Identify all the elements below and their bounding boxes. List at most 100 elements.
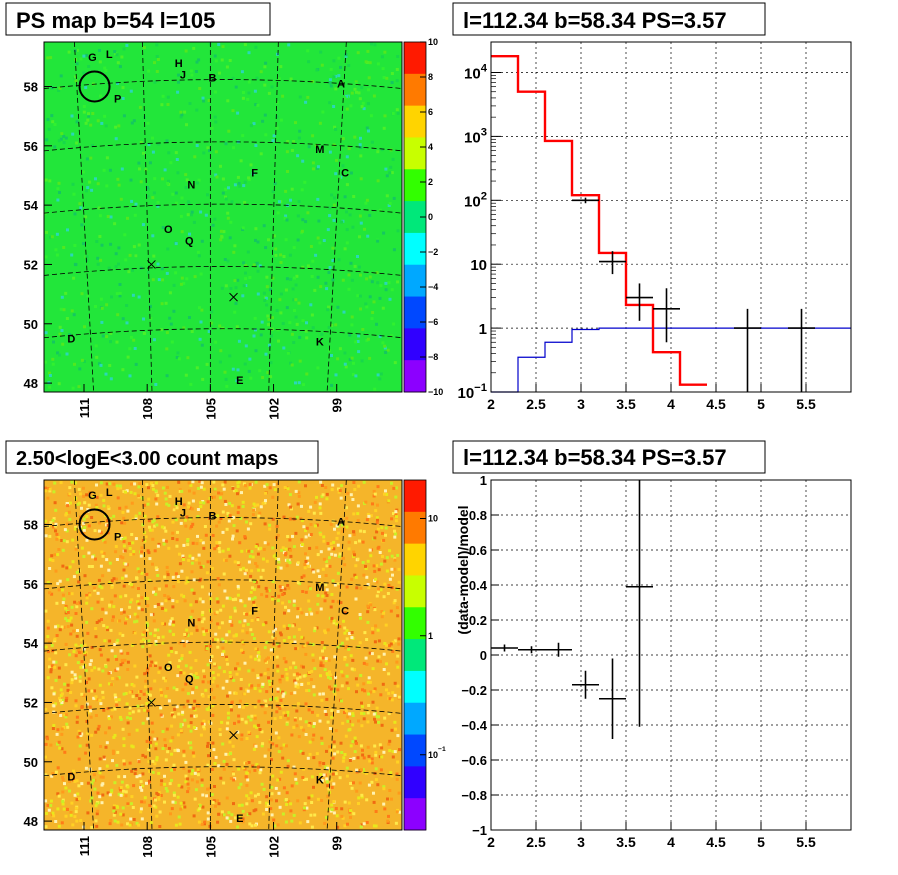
map-pixel [335, 622, 339, 626]
map-pixel [343, 351, 347, 355]
map-pixel [138, 482, 142, 485]
map-pixel [202, 725, 206, 729]
y-tick-label: 48 [24, 814, 38, 829]
map-pixel [256, 292, 260, 296]
residual-y-tick-label: 1 [480, 473, 487, 488]
spectrum-x-tick-label: 4 [667, 396, 675, 412]
map-pixel [61, 564, 65, 568]
map-pixel [396, 229, 400, 233]
latitude-line [43, 203, 403, 214]
map-pixel [360, 359, 364, 363]
map-pixel [129, 178, 133, 182]
map-pixel [80, 650, 84, 654]
map-pixel [86, 294, 90, 298]
map-pixel [153, 634, 157, 638]
map-pixel [228, 671, 232, 675]
map-pixel [234, 286, 238, 290]
map-pixel [316, 713, 320, 717]
map-pixel [323, 668, 327, 672]
map-pixel [88, 491, 92, 495]
map-pixel [187, 501, 191, 505]
map-pixel [276, 778, 280, 782]
ps-map-title: PS map b=54 l=105 [16, 8, 215, 33]
map-pixel [64, 291, 68, 295]
map-pixel [128, 690, 132, 694]
map-pixel [334, 323, 338, 327]
map-pixel [99, 745, 103, 748]
map-pixel [117, 792, 121, 796]
map-pixel [94, 177, 97, 181]
map-pixel [139, 690, 143, 693]
map-pixel [57, 588, 61, 592]
map-pixel [220, 810, 224, 814]
map-pixel [387, 584, 391, 587]
map-pixel [123, 233, 127, 237]
map-pixel [111, 618, 115, 622]
map-pixel [305, 777, 308, 781]
map-pixel [197, 178, 201, 182]
map-pixel [298, 359, 302, 363]
map-pixel [162, 676, 166, 680]
map-pixel [99, 531, 103, 535]
map-pixel [233, 721, 236, 725]
map-pixel [133, 620, 137, 624]
map-pixel [366, 583, 370, 586]
map-pixel [292, 298, 296, 302]
map-pixel [353, 736, 357, 740]
map-pixel [251, 513, 255, 517]
map-pixel [152, 804, 156, 808]
map-pixel [152, 590, 155, 594]
map-pixel [153, 80, 157, 84]
map-pixel [347, 147, 351, 151]
map-pixel [281, 601, 285, 605]
map-pixel [158, 825, 162, 828]
map-pixel [71, 386, 75, 390]
map-pixel [218, 541, 222, 545]
map-pixel [331, 259, 335, 262]
map-pixel [347, 647, 351, 651]
map-pixel [194, 70, 198, 73]
map-pixel [188, 102, 192, 105]
map-pixel [146, 717, 150, 721]
residual-y-tick-label: −0.4 [461, 718, 487, 733]
map-pixel [267, 748, 271, 752]
spectrum-y-tick-label: 102 [464, 190, 487, 210]
map-pixel [271, 546, 275, 550]
map-pixel [111, 749, 115, 753]
map-pixel [54, 660, 58, 664]
map-pixel [146, 667, 150, 671]
map-pixel [275, 642, 279, 646]
map-pixel [236, 825, 240, 829]
map-pixel [85, 157, 89, 161]
map-pixel [275, 655, 279, 659]
map-pixel [186, 538, 190, 541]
map-pixel [263, 522, 267, 526]
map-pixel [340, 670, 344, 674]
map-pixel [309, 813, 313, 817]
map-pixel [271, 495, 275, 499]
map-pixel [148, 744, 152, 748]
map-pixel [108, 793, 112, 797]
map-pixel [207, 720, 211, 724]
map-pixel [277, 644, 281, 648]
latitude-line [43, 766, 403, 777]
count-map-speckle [44, 480, 401, 829]
map-pixel [245, 688, 249, 692]
map-pixel [121, 576, 124, 580]
map-pixel [154, 664, 157, 667]
map-pixel [54, 702, 57, 706]
map-pixel [149, 687, 153, 691]
map-pixel [279, 261, 283, 264]
map-pixel [139, 786, 143, 790]
map-pixel [130, 501, 134, 505]
map-pixel [149, 740, 153, 744]
map-pixel [323, 709, 327, 713]
map-pixel [44, 825, 48, 829]
map-pixel [356, 255, 359, 258]
map-pixel [105, 482, 109, 486]
map-pixel [205, 362, 209, 366]
map-pixel [376, 62, 380, 66]
map-pixel [392, 486, 396, 490]
map-pixel [90, 144, 94, 147]
map-pixel [311, 653, 315, 657]
